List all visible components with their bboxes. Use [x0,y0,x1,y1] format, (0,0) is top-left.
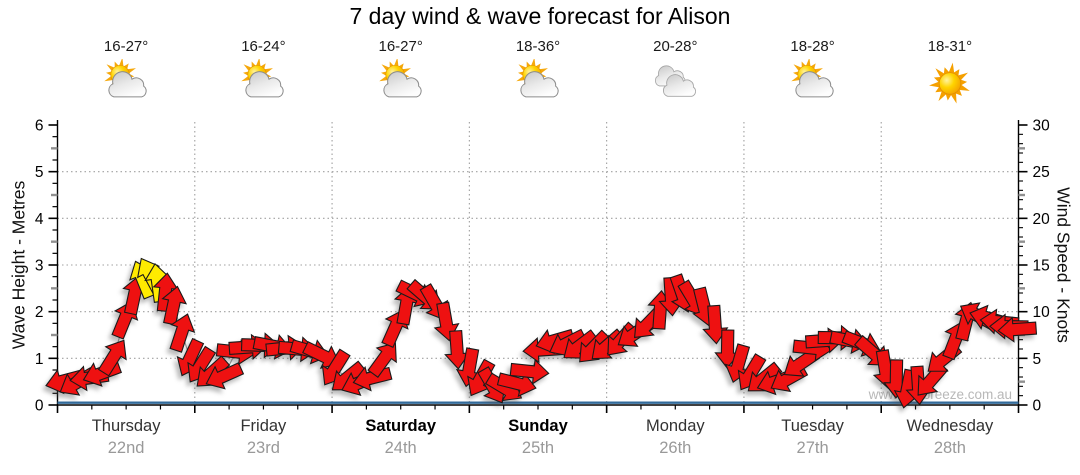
wind-arrow [302,341,341,369]
day-forecast-friday: 16-24° [240,38,287,106]
wind-tick-label: 15 [1033,257,1050,274]
day-date: 27th [796,439,829,457]
wave-tick-label: 5 [35,164,44,181]
day-axis-label-saturday: Saturday 24th [365,417,436,458]
wind-arrow [509,358,550,385]
wave-tick-label: 1 [35,351,44,368]
temperature-range: 18-31° [927,38,973,55]
wind-tick-label: 30 [1033,117,1051,134]
axis-ticks [48,124,1028,413]
day-name: Wednesday [906,417,994,435]
wind-arrow [97,339,127,377]
wave-tick-label: 0 [35,397,44,414]
day-axis-label-monday: Monday 26th [646,417,705,458]
day-axis-label-tuesday: Tuesday 27th [781,417,844,458]
horizontal-gridlines [57,171,1019,359]
day-date: 22nd [107,439,145,457]
day-date: 23rd [246,439,280,457]
day-forecast-sunday: 18-36° [515,38,562,106]
day-forecast-thursday: 16-27° [103,38,150,106]
wind-tick-label: 0 [1033,397,1042,414]
temperature-range: 18-28° [790,38,835,55]
day-date: 28th [933,439,966,457]
day-axis-label-thursday: Thursday 22nd [92,417,161,458]
day-axis-label-sunday: Sunday 25th [508,417,568,458]
day-date: 25th [521,439,555,457]
day-forecast-wednesday: 18-31° [926,38,973,106]
day-forecast-saturday: 16-27° [377,38,424,106]
temperature-range: 16-27° [103,38,149,55]
day-axis-label-friday: Friday 23rd [240,417,286,458]
page-title: 7 day wind & wave forecast for Alison [349,3,731,29]
wind-arrow [169,313,196,353]
temperature-range: 16-27° [378,38,423,55]
day-date: 24th [384,439,417,457]
wind-tick-label: 25 [1033,164,1050,181]
right-axis-title: Wind Speed - Knots [1053,187,1074,343]
tick-labels: 0 1 2 3 4 5 6 0 5 10 15 20 25 30 [35,117,1050,414]
clouds-icon [655,65,697,97]
temperature-range: 18-36° [515,38,561,55]
wind-arrow [352,365,393,392]
wind-arrows [45,257,1038,409]
wind-arrow [161,285,188,326]
temperature-range: 16-24° [241,38,286,55]
wind-arrow [997,316,1038,343]
wave-tick-label: 2 [35,304,44,321]
left-axis-title: Wave Height - Metres [8,180,29,350]
temperature-range: 20-28° [653,38,698,55]
wave-tick-label: 6 [35,117,44,134]
day-name: Friday [240,417,287,435]
day-forecast-tuesday: 18-28° [789,38,836,106]
wave-tick-label: 3 [35,257,44,274]
wind-arrow [367,342,397,378]
wave-tick-label: 4 [35,211,44,228]
day-date: 26th [659,439,692,457]
wind-tick-label: 10 [1033,304,1051,321]
wind-arrow [205,362,245,390]
day-forecast-monday: 20-28° [652,38,699,106]
sun-icon [928,62,970,104]
day-name: Tuesday [781,417,844,435]
wind-tick-label: 5 [1033,351,1042,368]
day-axis-label-wednesday: Wednesday 28th [906,417,993,458]
day-name: Monday [645,417,705,435]
day-name: Saturday [365,417,436,435]
day-name: Thursday [91,417,161,435]
day-name: Sunday [508,417,568,435]
sun-behind-cloud-icon [516,59,559,98]
sun-behind-cloud-icon [790,59,834,98]
sun-behind-cloud-icon [378,59,422,98]
sun-behind-cloud-icon [241,59,285,98]
sun-behind-cloud-icon [104,59,147,98]
wind-tick-label: 20 [1033,211,1051,228]
